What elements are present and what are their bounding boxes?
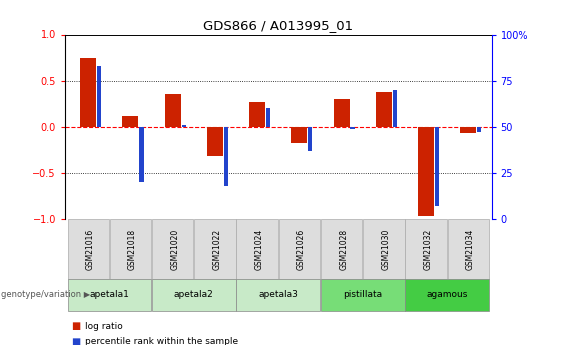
Bar xyxy=(224,127,228,186)
Bar xyxy=(123,116,138,127)
Text: apetala1: apetala1 xyxy=(89,290,129,299)
Bar xyxy=(292,127,307,144)
Bar xyxy=(67,279,151,311)
Bar xyxy=(460,127,476,133)
Text: pistillata: pistillata xyxy=(343,290,383,299)
Bar xyxy=(164,95,181,127)
Bar xyxy=(152,279,236,311)
Text: apetala2: apetala2 xyxy=(174,290,214,299)
Bar xyxy=(67,219,109,279)
Bar xyxy=(140,127,144,182)
Bar xyxy=(194,219,236,279)
Text: GSM21022: GSM21022 xyxy=(212,229,221,270)
Text: GSM21034: GSM21034 xyxy=(466,229,475,270)
Text: percentile rank within the sample: percentile rank within the sample xyxy=(85,337,238,345)
Text: genotype/variation ▶: genotype/variation ▶ xyxy=(1,290,90,299)
Bar xyxy=(207,127,223,156)
Bar xyxy=(393,90,397,127)
Bar xyxy=(447,219,489,279)
Text: agamous: agamous xyxy=(427,290,468,299)
Text: GSM21028: GSM21028 xyxy=(339,229,348,270)
Bar xyxy=(80,58,96,127)
Bar xyxy=(363,219,405,279)
Bar xyxy=(418,127,434,216)
Title: GDS866 / A013995_01: GDS866 / A013995_01 xyxy=(203,19,353,32)
Text: GSM21020: GSM21020 xyxy=(170,229,179,270)
Text: log ratio: log ratio xyxy=(85,322,123,331)
Text: ■: ■ xyxy=(71,321,80,331)
Bar xyxy=(97,66,101,127)
Bar xyxy=(477,127,481,132)
Text: GSM21026: GSM21026 xyxy=(297,229,306,270)
Text: ■: ■ xyxy=(71,337,80,345)
Text: GSM21030: GSM21030 xyxy=(381,229,390,270)
Text: apetala3: apetala3 xyxy=(258,290,298,299)
Text: GSM21032: GSM21032 xyxy=(424,229,433,270)
Bar xyxy=(406,219,447,279)
Bar xyxy=(279,219,320,279)
Bar xyxy=(181,125,186,127)
Bar xyxy=(350,127,355,129)
Bar xyxy=(321,219,362,279)
Text: GSM21018: GSM21018 xyxy=(128,229,137,270)
Bar xyxy=(308,127,312,151)
Bar xyxy=(333,99,350,127)
Text: GSM21024: GSM21024 xyxy=(255,229,264,270)
Bar xyxy=(152,219,193,279)
Bar xyxy=(266,108,270,127)
Text: GSM21016: GSM21016 xyxy=(86,229,95,270)
Bar xyxy=(435,127,439,206)
Bar xyxy=(236,279,320,311)
Bar xyxy=(249,102,265,127)
Bar xyxy=(321,279,405,311)
Bar xyxy=(406,279,489,311)
Bar xyxy=(110,219,151,279)
Bar xyxy=(376,92,392,127)
Bar xyxy=(236,219,278,279)
